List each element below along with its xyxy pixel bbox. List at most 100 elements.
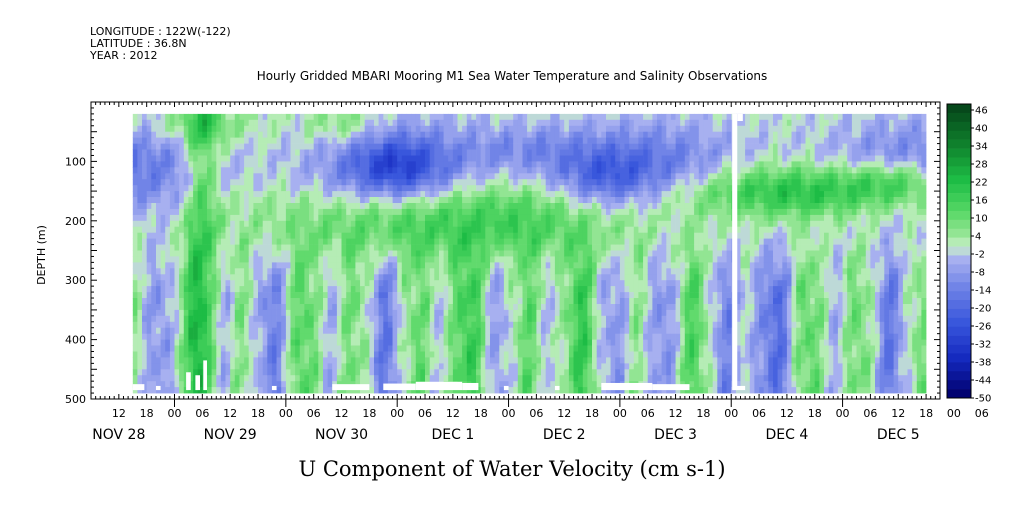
heatmap-cell bbox=[466, 113, 472, 121]
heatmap-cell bbox=[369, 113, 375, 121]
heatmap-cell bbox=[554, 113, 560, 121]
heatmap-cell bbox=[448, 214, 454, 222]
heatmap-cell bbox=[253, 262, 259, 269]
heatmap-cell bbox=[429, 203, 435, 210]
heatmap-cell bbox=[174, 208, 180, 216]
heatmap-cell bbox=[392, 119, 398, 127]
heatmap-cell bbox=[151, 381, 157, 388]
heatmap-cell bbox=[271, 321, 277, 329]
heatmap-cell bbox=[327, 179, 333, 186]
heatmap-cell bbox=[476, 309, 482, 317]
heatmap-cell bbox=[253, 315, 259, 323]
heatmap-cell bbox=[522, 137, 528, 144]
heatmap-cell bbox=[318, 363, 324, 370]
heatmap-cell bbox=[578, 309, 584, 317]
heatmap-cell bbox=[596, 280, 602, 287]
heatmap-cell bbox=[285, 304, 291, 311]
heatmap-cell bbox=[420, 232, 426, 239]
heatmap-cell bbox=[267, 197, 273, 204]
heatmap-cell bbox=[480, 208, 486, 216]
heatmap-cell bbox=[360, 220, 366, 228]
heatmap-cell bbox=[323, 185, 328, 192]
heatmap-cell bbox=[248, 280, 254, 287]
heatmap-cell bbox=[336, 125, 342, 133]
heatmap-cell bbox=[323, 268, 328, 275]
heatmap-cell bbox=[378, 304, 384, 311]
heatmap-cell bbox=[564, 226, 570, 233]
heatmap-cell bbox=[476, 375, 482, 382]
heatmap-cell bbox=[494, 315, 500, 323]
heatmap-cell bbox=[207, 203, 212, 210]
heatmap-cell bbox=[360, 298, 366, 305]
heatmap-cell bbox=[165, 179, 171, 186]
heatmap-cell bbox=[378, 244, 384, 251]
heatmap-cell bbox=[239, 125, 245, 133]
heatmap-cell bbox=[527, 375, 533, 382]
heatmap-cell bbox=[285, 220, 291, 228]
heatmap-cell bbox=[531, 357, 537, 364]
heatmap-cell bbox=[346, 185, 352, 192]
heatmap-cell bbox=[290, 125, 296, 133]
heatmap-cell bbox=[197, 214, 203, 222]
heatmap-cell bbox=[313, 113, 319, 121]
heatmap-cell bbox=[582, 119, 588, 127]
heatmap-cell bbox=[606, 333, 611, 340]
heatmap-cell bbox=[193, 143, 199, 150]
heatmap-cell bbox=[188, 238, 194, 245]
heatmap-cell bbox=[624, 149, 630, 156]
heatmap-cell bbox=[462, 149, 468, 156]
heatmap-cell bbox=[142, 262, 147, 269]
heatmap-cell bbox=[378, 155, 384, 162]
heatmap-cell bbox=[415, 268, 421, 275]
heatmap-cell bbox=[564, 208, 570, 216]
heatmap-cell bbox=[211, 280, 217, 287]
heatmap-cell bbox=[434, 220, 440, 228]
heatmap-cell bbox=[406, 167, 412, 174]
heatmap-cell bbox=[355, 286, 361, 293]
heatmap-cell bbox=[439, 244, 444, 251]
heatmap-cell bbox=[285, 256, 291, 263]
heatmap-cell bbox=[346, 155, 352, 162]
heatmap-cell bbox=[513, 226, 519, 233]
heatmap-cell bbox=[587, 327, 593, 334]
heatmap-cell bbox=[411, 185, 417, 192]
heatmap-cell bbox=[615, 238, 621, 245]
heatmap-cell bbox=[132, 155, 138, 162]
heatmap-cell bbox=[587, 387, 593, 394]
heatmap-cell bbox=[559, 143, 565, 150]
heatmap-cell bbox=[559, 256, 565, 263]
heatmap-cell bbox=[239, 191, 245, 198]
heatmap-cell bbox=[220, 333, 226, 340]
heatmap-cell bbox=[619, 197, 625, 204]
heatmap-cell bbox=[587, 220, 593, 228]
heatmap-cell bbox=[313, 238, 319, 245]
heatmap-cell bbox=[188, 333, 194, 340]
heatmap-cell bbox=[262, 387, 268, 394]
heatmap-cell bbox=[355, 309, 361, 317]
heatmap-cell bbox=[156, 244, 161, 251]
heatmap-cell bbox=[160, 309, 166, 317]
heatmap-cell bbox=[508, 179, 514, 186]
heatmap-cell bbox=[508, 232, 514, 239]
longitude-label: LONGITUDE : 122W(-122) bbox=[90, 25, 231, 38]
heatmap-cell bbox=[197, 298, 203, 305]
heatmap-cell bbox=[494, 363, 500, 370]
heatmap-cell bbox=[183, 197, 189, 204]
heatmap-cell bbox=[582, 292, 588, 299]
heatmap-cell bbox=[234, 155, 240, 162]
heatmap-cell bbox=[554, 203, 560, 210]
heatmap-cell bbox=[202, 179, 208, 186]
heatmap-cell bbox=[346, 309, 352, 317]
heatmap-cell bbox=[346, 244, 352, 251]
heatmap-cell bbox=[137, 173, 143, 180]
heatmap-cell bbox=[230, 214, 236, 222]
heatmap-cell bbox=[225, 333, 231, 340]
heatmap-cell bbox=[471, 292, 477, 299]
heatmap-cell bbox=[193, 208, 199, 216]
heatmap-cell bbox=[360, 333, 366, 340]
heatmap-cell bbox=[476, 185, 482, 192]
heatmap-cell bbox=[225, 208, 231, 216]
heatmap-cell bbox=[188, 375, 194, 382]
heatmap-cell bbox=[341, 286, 347, 293]
heatmap-cell bbox=[271, 345, 277, 352]
